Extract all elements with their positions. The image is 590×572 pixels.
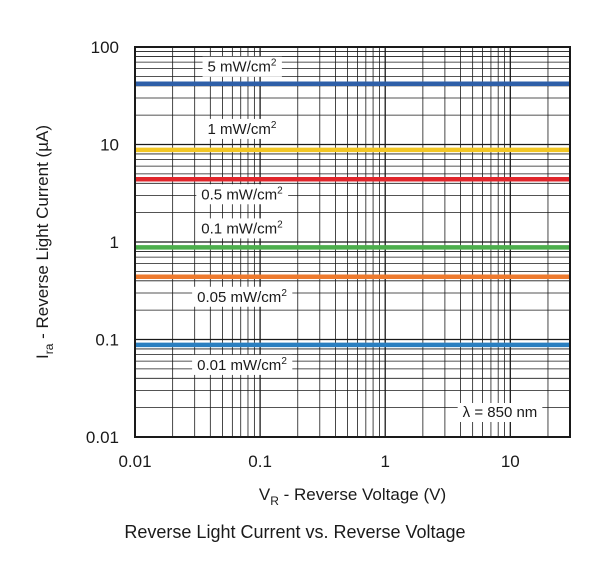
- y-tick-label: 10: [100, 136, 119, 155]
- series-label-bg: [202, 56, 282, 77]
- x-axis-title: VR - Reverse Voltage (V): [259, 485, 446, 508]
- series-label-bg: [192, 354, 293, 375]
- grid: [134, 46, 571, 438]
- series-lines: [135, 81, 570, 348]
- series-label: 0.01 mW/cm2: [197, 356, 287, 374]
- series-label: 0.05 mW/cm2: [197, 288, 287, 306]
- series-label-bg: [196, 218, 289, 239]
- annotation: λ = 850 nm: [457, 403, 543, 422]
- series-label-bg: [202, 118, 282, 139]
- y-tick-label: 0.1: [95, 331, 119, 350]
- y-tick-label: 0.01: [86, 428, 119, 447]
- x-tick-label: 0.1: [248, 452, 272, 471]
- series-label-bg: [192, 286, 293, 307]
- series-label: 0.5 mW/cm2: [201, 185, 283, 203]
- plot-frame: [134, 46, 571, 438]
- annotation-bg: [457, 403, 543, 422]
- y-axis-title: Ira - Reverse Light Current (µA): [33, 125, 56, 359]
- x-tick-label: 0.01: [118, 452, 151, 471]
- series-label: 0.1 mW/cm2: [201, 219, 283, 237]
- y-tick-label: 1: [110, 233, 119, 252]
- series-label-bg: [196, 184, 289, 205]
- x-tick-label: 1: [380, 452, 389, 471]
- chart: 5 mW/cm2 1 mW/cm2 0.5 mW/cm2 0.1 mW/cm2 0.05…: [33, 38, 571, 508]
- series-label: 5 mW/cm2: [208, 58, 277, 76]
- tick-labels: 0.01 0.1 1 10 0.01 0.1 1 10 100: [86, 38, 520, 471]
- chart-caption: Reverse Light Current vs. Reverse Voltag…: [124, 522, 466, 542]
- x-tick-label: 10: [501, 452, 520, 471]
- series-label: 1 mW/cm2: [208, 120, 277, 138]
- y-tick-label: 100: [91, 38, 119, 57]
- annotation-text: λ = 850 nm: [463, 404, 538, 421]
- series-labels: 5 mW/cm2 1 mW/cm2 0.5 mW/cm2 0.1 mW/cm2 0.05…: [192, 56, 293, 375]
